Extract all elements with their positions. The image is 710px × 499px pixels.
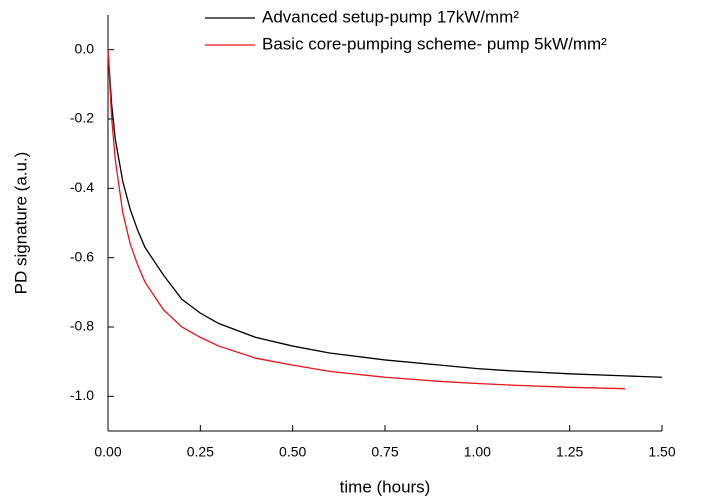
y-tick-label: -0.2	[70, 110, 94, 126]
x-tick-label: 0.00	[94, 444, 121, 460]
y-tick-label: -0.8	[70, 318, 94, 334]
data-line	[107, 49, 663, 378]
data-line	[107, 49, 626, 390]
x-tick-label: 1.00	[464, 444, 491, 460]
x-tick-label: 1.50	[648, 444, 675, 460]
x-tick-label: 1.25	[556, 444, 583, 460]
y-tick-label: 0.0	[75, 40, 95, 56]
x-tick-label: 0.50	[279, 444, 306, 460]
y-tick-label: -0.6	[70, 248, 94, 264]
x-tick-label: 0.75	[371, 444, 398, 460]
x-axis-label: time (hours)	[340, 477, 431, 496]
y-tick-label: -1.0	[70, 387, 94, 403]
y-axis-label: PD signature (a.u.)	[11, 152, 30, 295]
y-tick-label: -0.4	[70, 179, 94, 195]
x-tick-label: 0.25	[187, 444, 214, 460]
legend-label: Basic core-pumping scheme- pump 5kW/mm²	[262, 34, 607, 53]
legend-label: Advanced setup-pump 17kW/mm²	[262, 7, 519, 26]
